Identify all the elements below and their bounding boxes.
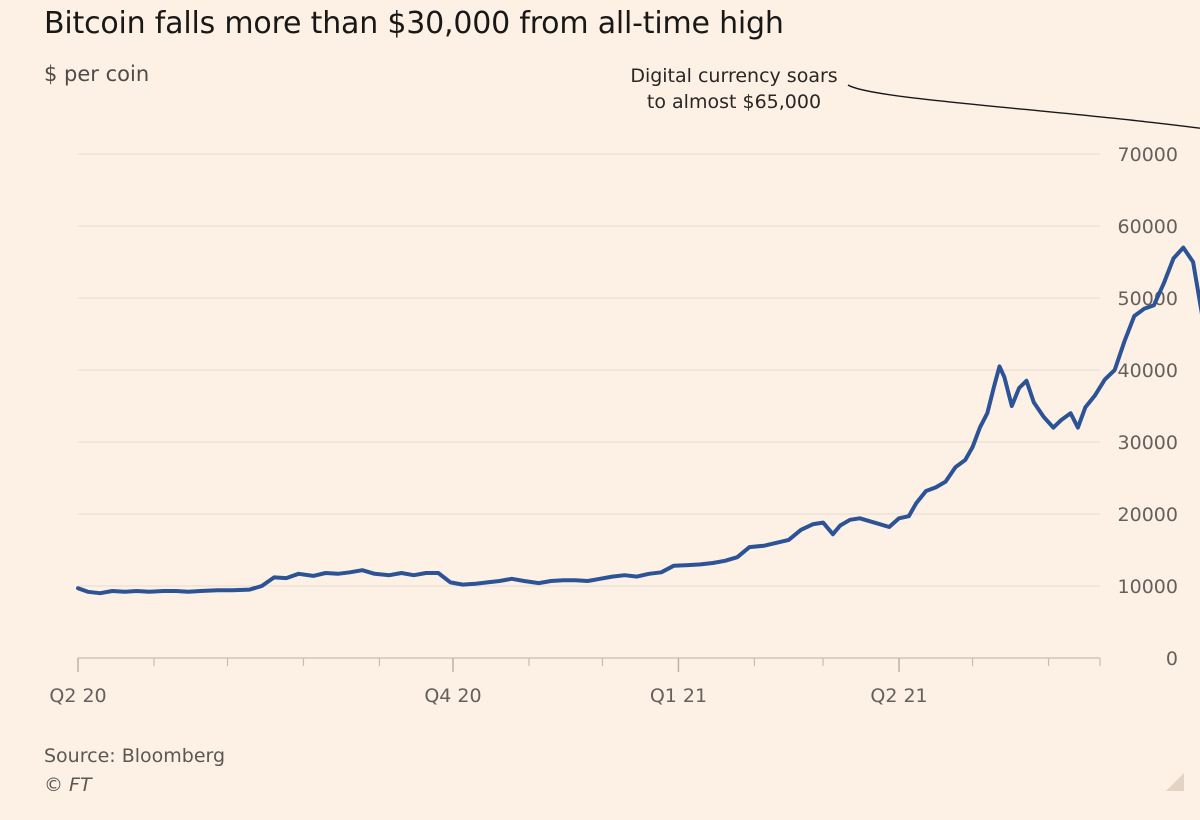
- y-axis-unit-label: $ per coin: [44, 62, 150, 86]
- y-tick-label: 50000: [1118, 288, 1178, 310]
- price-series-line: [76, 245, 1200, 596]
- source-note: Source: Bloomberg: [44, 745, 226, 767]
- annotation-leader-line: [847, 84, 1200, 129]
- y-tick-label: 40000: [1118, 360, 1178, 382]
- axes: 0 10000 20000 30000 40000 50000 60000 70000 Q2 2…: [49, 144, 1178, 707]
- x-tick-label: Q2 21: [870, 685, 927, 707]
- y-tick-label: 10000: [1118, 576, 1178, 598]
- x-tick-label: Q1 21: [650, 685, 707, 707]
- series-layer: [76, 245, 1200, 596]
- x-tick-label: Q4 20: [424, 685, 481, 707]
- y-tick-label: 70000: [1118, 144, 1178, 166]
- x-tick-label: Q2 20: [49, 685, 106, 707]
- copyright-note: © FT: [44, 774, 92, 796]
- chart-title: Bitcoin falls more than $30,000 from all…: [44, 6, 784, 41]
- y-tick-label: 30000: [1118, 432, 1178, 454]
- annotation: Digital currency soars to almost $65,000: [630, 65, 1200, 129]
- resize-corner-icon: [1166, 773, 1184, 791]
- annotation-text: to almost $65,000: [647, 91, 821, 113]
- y-tick-label: 0: [1166, 648, 1178, 670]
- grid-lines: [78, 153, 1100, 659]
- y-tick-label: 60000: [1118, 216, 1178, 238]
- y-tick-label: 20000: [1118, 504, 1178, 526]
- annotation-text: Digital currency soars: [630, 65, 837, 87]
